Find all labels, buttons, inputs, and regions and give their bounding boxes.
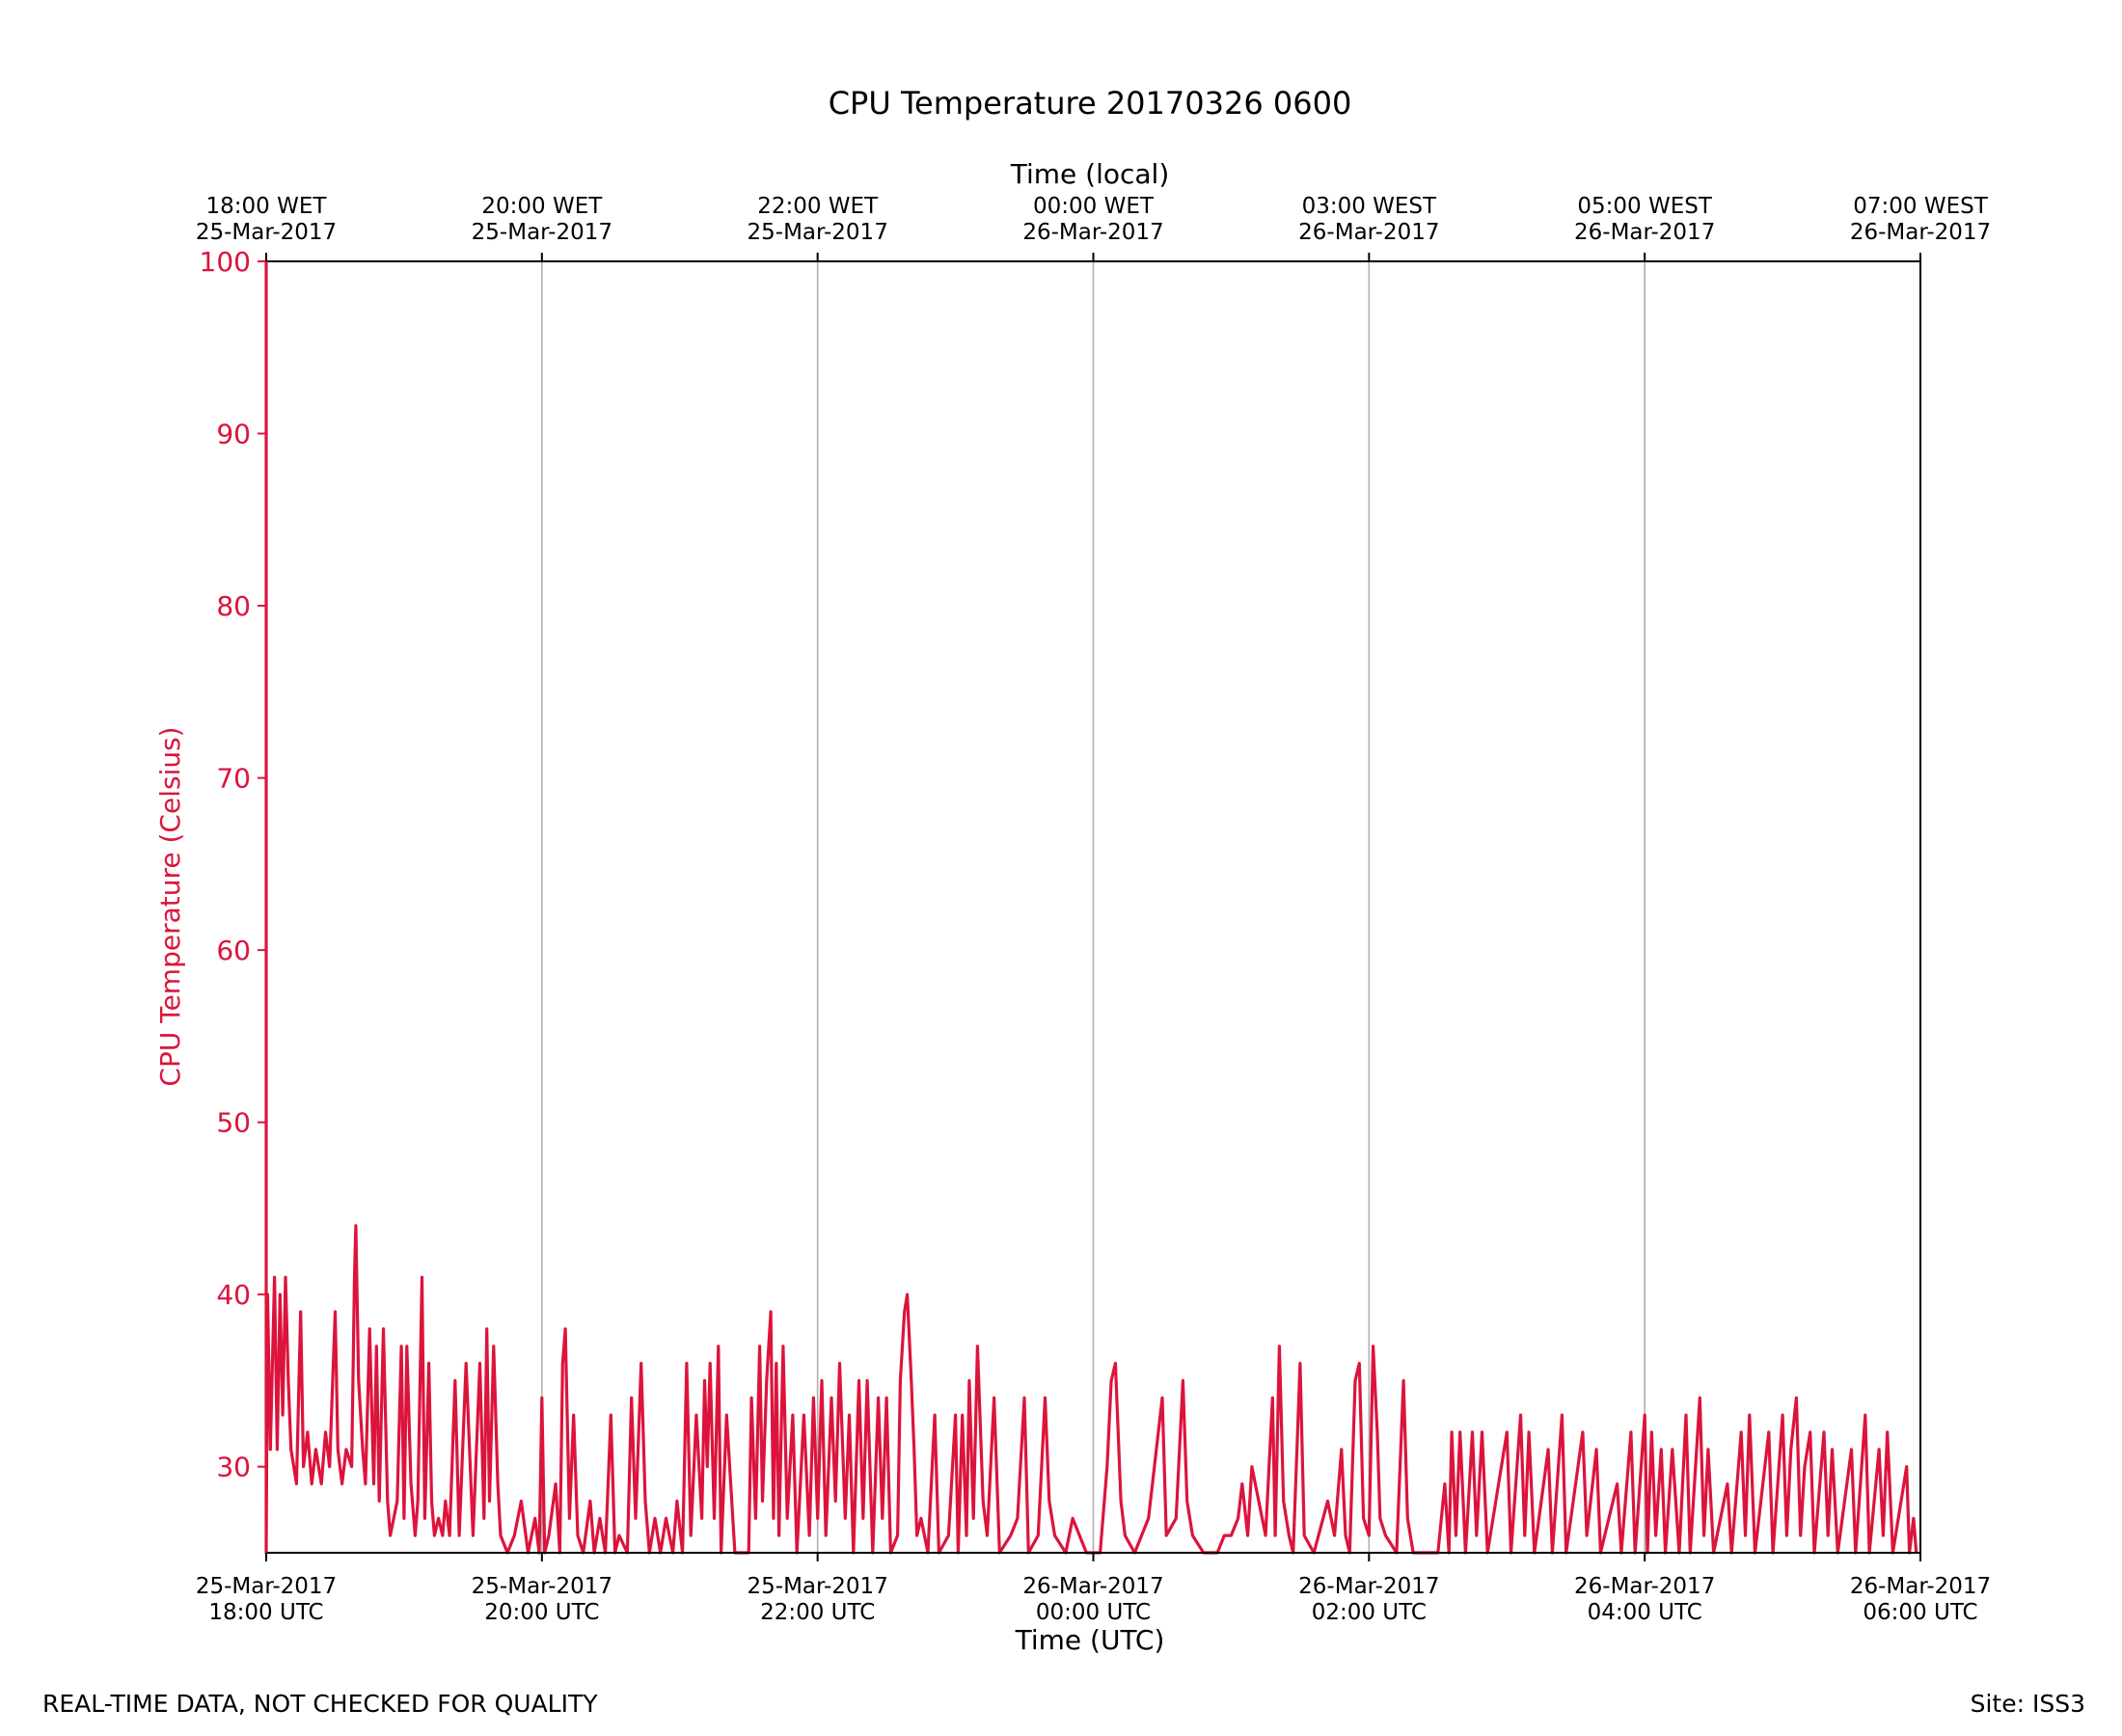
x-tick-label-date-6: 26-Mar-2017: [1850, 1574, 1991, 1599]
top-tick-label-time-3: 00:00 WET: [1033, 194, 1155, 219]
top-tick-label-time-4: 03:00 WEST: [1302, 194, 1437, 219]
top-tick-label-date-2: 25-Mar-2017: [748, 220, 888, 245]
top-tick-label-time-5: 05:00 WEST: [1577, 194, 1712, 219]
x-tick-label-time-3: 00:00 UTC: [1036, 1600, 1151, 1625]
top-tick-label-time-0: 18:00 WET: [206, 194, 328, 219]
y-tick-label-70: 70: [216, 763, 251, 795]
y-tick-label-80: 80: [216, 590, 251, 622]
x-tick-label-time-2: 22:00 UTC: [760, 1600, 875, 1625]
top-tick-label-date-5: 26-Mar-2017: [1574, 220, 1715, 245]
top-tick-label-date-4: 26-Mar-2017: [1298, 220, 1439, 245]
top-axis-title: Time (local): [1010, 158, 1170, 190]
y-tick-label-100: 100: [200, 246, 251, 278]
series-cpu-temperature-line: [264, 261, 1918, 1555]
top-tick-label-date-1: 25-Mar-2017: [472, 220, 612, 245]
y-axis-title: CPU Temperature (Celsius): [154, 726, 186, 1086]
site-label: Site: ISS3: [1970, 1690, 2085, 1718]
x-tick-label-date-3: 26-Mar-2017: [1022, 1574, 1163, 1599]
top-tick-label-time-2: 22:00 WET: [757, 194, 879, 219]
x-tick-label-time-1: 20:00 UTC: [484, 1600, 599, 1625]
top-tick-label-date-6: 26-Mar-2017: [1850, 220, 1991, 245]
x-tick-label-date-0: 25-Mar-2017: [196, 1574, 337, 1599]
top-tick-label-time-6: 07:00 WEST: [1853, 194, 1988, 219]
top-tick-label-time-1: 20:00 WET: [481, 194, 603, 219]
top-tick-label-date-0: 25-Mar-2017: [196, 220, 337, 245]
x-tick-label-date-5: 26-Mar-2017: [1574, 1574, 1715, 1599]
y-tick-label-40: 40: [216, 1279, 251, 1311]
top-tick-label-date-3: 26-Mar-2017: [1022, 220, 1163, 245]
series-layer: [264, 261, 1918, 1555]
x-tick-label-time-0: 18:00 UTC: [208, 1600, 323, 1625]
x-tick-label-date-1: 25-Mar-2017: [472, 1574, 612, 1599]
x-tick-label-date-2: 25-Mar-2017: [748, 1574, 888, 1599]
chart-title: CPU Temperature 20170326 0600: [829, 85, 1352, 122]
y-tick-label-30: 30: [216, 1451, 251, 1483]
x-axis-title: Time (UTC): [1015, 1624, 1165, 1656]
y-tick-label-60: 60: [216, 935, 251, 966]
vertical-gridlines: [541, 261, 1646, 1553]
x-tick-label-date-4: 26-Mar-2017: [1298, 1574, 1439, 1599]
y-tick-label-90: 90: [216, 419, 251, 450]
x-tick-label-time-4: 02:00 UTC: [1312, 1600, 1427, 1625]
x-tick-label-time-6: 06:00 UTC: [1863, 1600, 1977, 1625]
x-tick-label-time-5: 04:00 UTC: [1588, 1600, 1702, 1625]
y-tick-label-50: 50: [216, 1107, 251, 1139]
quality-disclaimer: REAL-TIME DATA, NOT CHECKED FOR QUALITY: [42, 1690, 598, 1718]
